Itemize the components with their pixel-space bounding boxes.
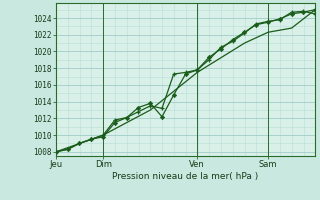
X-axis label: Pression niveau de la mer( hPa ): Pression niveau de la mer( hPa ) [112, 172, 259, 181]
